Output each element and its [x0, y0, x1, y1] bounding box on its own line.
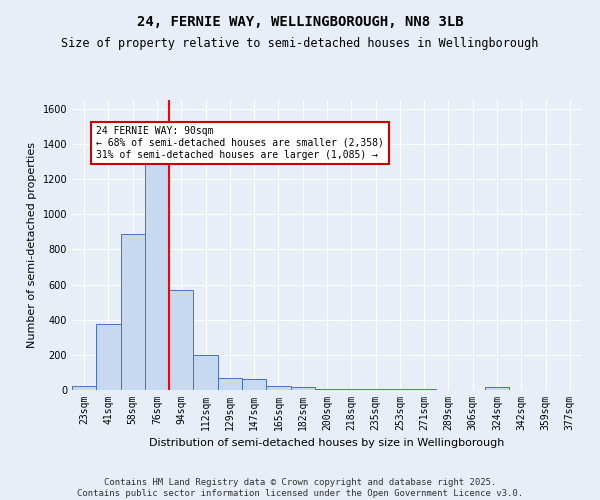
Bar: [169, 290, 193, 390]
Bar: [290, 388, 315, 390]
Bar: [242, 378, 266, 390]
Text: Contains HM Land Registry data © Crown copyright and database right 2025.
Contai: Contains HM Land Registry data © Crown c…: [77, 478, 523, 498]
Bar: [388, 389, 412, 390]
Bar: [364, 389, 388, 390]
Bar: [121, 234, 145, 390]
Bar: [315, 389, 339, 390]
Text: 24 FERNIE WAY: 90sqm
← 68% of semi-detached houses are smaller (2,358)
31% of se: 24 FERNIE WAY: 90sqm ← 68% of semi-detac…: [96, 126, 384, 160]
Bar: [72, 386, 96, 390]
Bar: [193, 355, 218, 390]
Bar: [96, 324, 121, 390]
Text: Size of property relative to semi-detached houses in Wellingborough: Size of property relative to semi-detach…: [61, 38, 539, 51]
Bar: [218, 378, 242, 390]
Text: 24, FERNIE WAY, WELLINGBOROUGH, NN8 3LB: 24, FERNIE WAY, WELLINGBOROUGH, NN8 3LB: [137, 15, 463, 29]
Bar: [339, 389, 364, 390]
X-axis label: Distribution of semi-detached houses by size in Wellingborough: Distribution of semi-detached houses by …: [149, 438, 505, 448]
Bar: [485, 388, 509, 390]
Y-axis label: Number of semi-detached properties: Number of semi-detached properties: [27, 142, 37, 348]
Bar: [412, 389, 436, 390]
Bar: [145, 160, 169, 390]
Bar: [266, 386, 290, 390]
